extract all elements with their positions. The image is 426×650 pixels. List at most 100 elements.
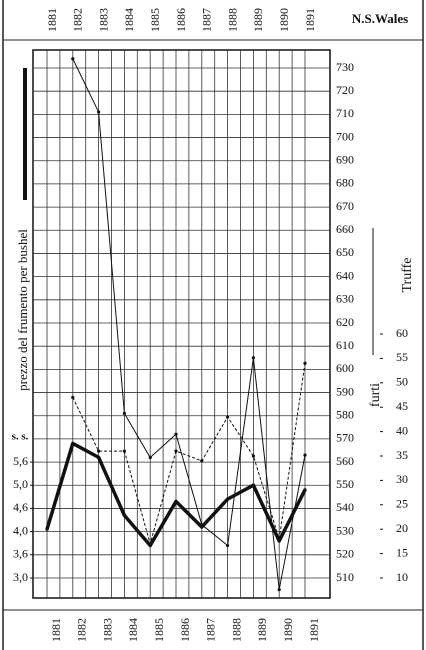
y-tick-label: 4,0 (13, 523, 28, 537)
y-tick-label: 3,0 (13, 570, 28, 584)
y2-tick-label: 590 (336, 384, 354, 398)
y2-tick-label: 540 (336, 500, 354, 514)
point (200, 523, 204, 527)
y2-label: furti (368, 383, 383, 407)
y2-tick-label: 610 (336, 338, 354, 352)
x-tick-label-top: 1890 (277, 8, 291, 32)
point (45, 527, 49, 531)
y-tick-label: 3,6 (13, 547, 28, 561)
point (251, 454, 255, 458)
y3-tick-label: 10 (396, 570, 408, 584)
x-tick-label-top: 1888 (225, 8, 239, 32)
point (174, 499, 178, 504)
point (97, 449, 101, 453)
y2-tick-label: 560 (336, 454, 354, 468)
x-tick-label-top: 1887 (200, 8, 214, 32)
x-tick-label-bottom: 1883 (100, 618, 114, 642)
y3-tick-label: 60 (396, 326, 408, 340)
x-tick-label-bottom: 1886 (178, 618, 192, 642)
y2-tick-label: 550 (336, 477, 354, 491)
y3-tick-label: 45 (396, 399, 408, 413)
x-tick-label-bottom: 1881 (49, 618, 63, 642)
y2-tick-label: 710 (336, 106, 354, 120)
y2-tick-label: 690 (336, 152, 354, 166)
point (174, 449, 178, 453)
x-tick-label-bottom: 1887 (204, 618, 218, 642)
point (122, 449, 126, 453)
point (174, 432, 178, 436)
y2-tick-label: 620 (336, 315, 354, 329)
y-tick-label: 5,0 (13, 477, 28, 491)
y2-tick-label: 580 (336, 407, 354, 421)
point (97, 455, 101, 459)
point (71, 441, 75, 446)
x-tick-label-top: 1889 (251, 8, 265, 32)
y2-tick-label: 660 (336, 222, 354, 236)
point (200, 459, 204, 463)
y3-tick-label: 30 (396, 472, 408, 486)
y2-tick-label: 600 (336, 361, 354, 375)
y2-tick-label: 680 (336, 176, 354, 190)
y2-tick-label: 640 (336, 268, 354, 282)
point (122, 513, 126, 517)
y-tick-label: 5,6 (13, 454, 28, 468)
point (277, 587, 281, 592)
x-tick-label-bottom: 1884 (126, 618, 140, 642)
x-tick-label-bottom: 1888 (229, 618, 243, 642)
x-tick-label-top: 1885 (148, 8, 162, 32)
y-label: prezzo del frumento per bushel (15, 229, 30, 391)
y3-tick-label: 35 (396, 448, 408, 462)
point (71, 395, 75, 400)
point (122, 411, 126, 416)
series-line (72, 58, 306, 591)
x-tick-label-bottom: 1891 (307, 618, 321, 642)
x-tick-label-bottom: 1885 (152, 618, 166, 642)
y3-label: Truffe (400, 257, 415, 292)
y3-tick-label: 15 (396, 545, 408, 559)
point (226, 415, 230, 419)
point (226, 497, 230, 501)
x-tick-label-bottom: 1889 (255, 618, 269, 642)
y3-tick-label: 40 (396, 423, 408, 437)
y3-tick-label: 50 (396, 375, 408, 389)
point (303, 453, 307, 457)
y2-tick-label: 650 (336, 245, 354, 259)
y2-tick-label: 700 (336, 129, 354, 143)
y2-tick-label: 720 (336, 83, 354, 97)
point (71, 57, 75, 61)
y2-tick-label: 670 (336, 199, 354, 213)
point (277, 537, 281, 541)
y2-tick-label: 510 (336, 570, 354, 584)
x-tick-label-bottom: 1890 (281, 618, 295, 642)
x-tick-label-bottom: 1882 (75, 618, 89, 642)
point (226, 543, 230, 548)
y3-tick-label: 55 (396, 350, 408, 364)
y2-tick-label: 630 (336, 292, 354, 306)
x-tick-label-top: 1881 (45, 8, 59, 32)
x-tick-label-top: 1886 (174, 8, 188, 32)
y3-tick-label: 25 (396, 497, 408, 511)
x-tick-label-top: 1882 (71, 8, 85, 32)
y-tick-label: 4,6 (13, 500, 28, 514)
y2-tick-label: 730 (336, 60, 354, 74)
y2-tick-label: 530 (336, 523, 354, 537)
y2-tick-label: 520 (336, 547, 354, 561)
point (251, 483, 255, 487)
y3-tick-label: 20 (396, 521, 408, 535)
point (303, 488, 307, 492)
point (303, 361, 307, 365)
series-line (72, 363, 306, 545)
point (200, 525, 204, 529)
point (148, 455, 152, 460)
x-tick-label-top: 1891 (303, 8, 317, 32)
point (97, 110, 101, 114)
chart-title: N.S.Wales (352, 11, 408, 26)
point (148, 542, 152, 546)
x-tick-label-top: 1884 (122, 8, 136, 32)
y-unit: s. s. (12, 431, 29, 443)
x-tick-label-top: 1883 (96, 8, 110, 32)
point (251, 356, 255, 360)
y2-tick-label: 570 (336, 431, 354, 445)
